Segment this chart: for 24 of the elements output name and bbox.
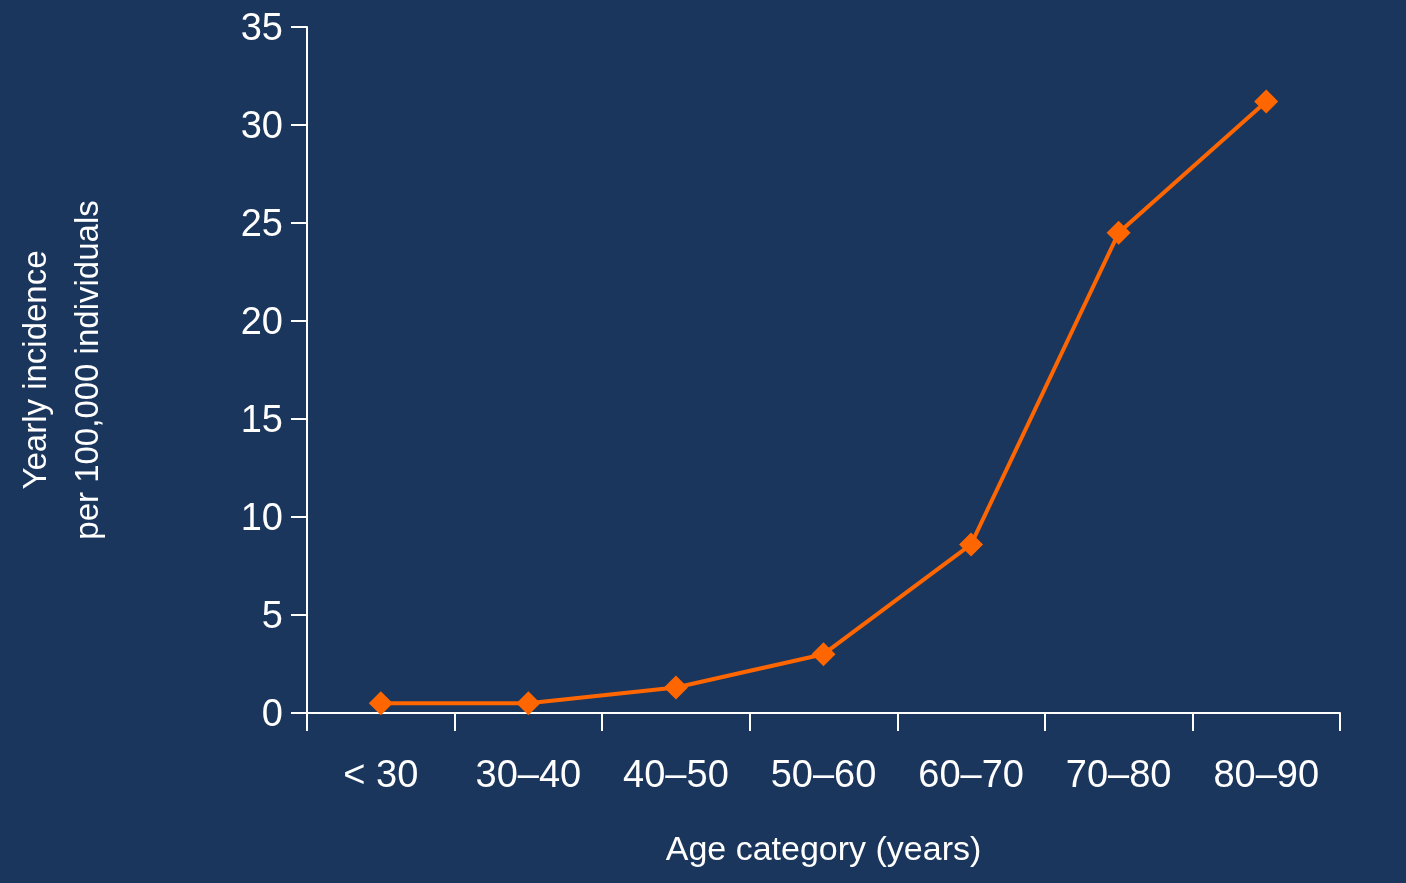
y-tick-label: 10	[240, 496, 283, 538]
y-tick-label: 15	[240, 398, 283, 440]
x-tick-label: 70–80	[1065, 753, 1172, 795]
x-tick-label: 60–70	[918, 753, 1024, 795]
y-tick-label: 30	[240, 104, 283, 146]
point	[1106, 220, 1131, 245]
point	[663, 675, 688, 700]
x-tick-label: 80–90	[1213, 753, 1320, 795]
y-axis-title: Yearly incidence per 100,000 individuals	[15, 200, 105, 540]
point	[368, 691, 393, 716]
x-axis-title: Age category (years)	[665, 829, 982, 867]
x-tick-label: 50–60	[770, 753, 877, 795]
point	[959, 532, 984, 557]
y-tick-label: 20	[240, 300, 283, 342]
y-tick-label: 35	[240, 6, 283, 48]
point	[516, 691, 541, 716]
point	[1254, 89, 1279, 114]
x-tick-label: 30–40	[475, 753, 582, 795]
y-tick-label: 5	[261, 594, 283, 636]
x-tick-label: < 30	[343, 753, 419, 795]
y-tick-label: 25	[240, 202, 283, 244]
y-tick-label: 0	[261, 692, 283, 734]
x-tick-label: 40–50	[623, 753, 729, 795]
point	[811, 642, 836, 667]
